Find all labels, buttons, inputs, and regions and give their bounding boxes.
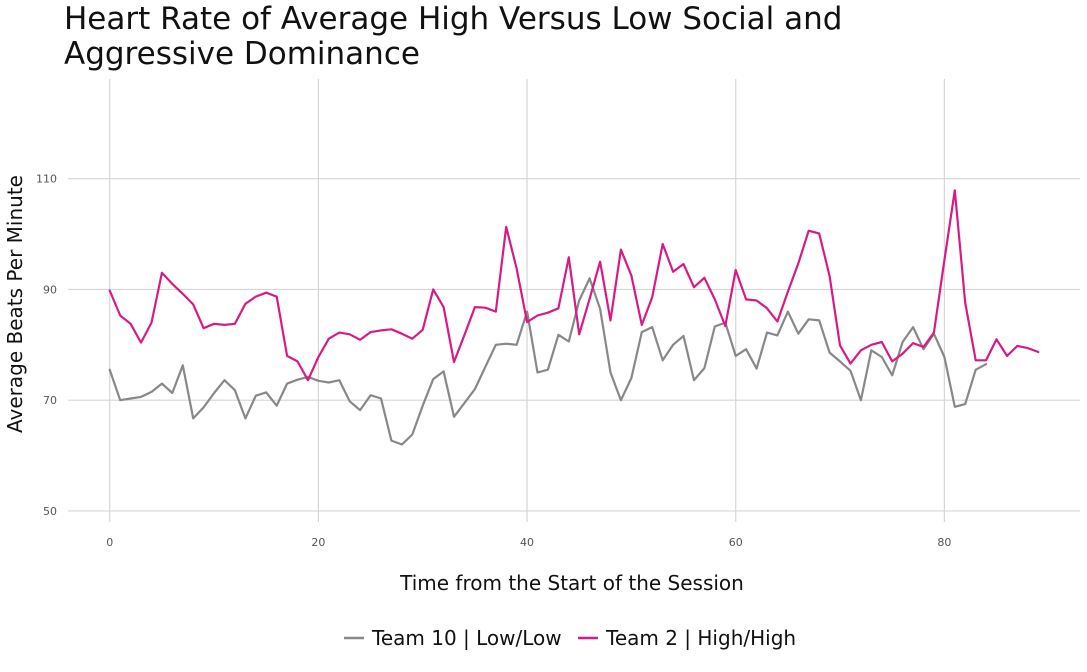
x-tick-label: 20 bbox=[311, 536, 325, 549]
x-tick-label: 0 bbox=[106, 536, 113, 549]
series-line-team-10 bbox=[108, 277, 988, 446]
y-tick-label: 50 bbox=[43, 505, 57, 518]
x-tick-label: 80 bbox=[937, 536, 951, 549]
x-tick-label: 40 bbox=[520, 536, 534, 549]
x-tick-label: 60 bbox=[729, 536, 743, 549]
legend: Team 10 | Low/Low Team 2 | High/High bbox=[344, 626, 796, 650]
legend-label-team-10: Team 10 | Low/Low bbox=[371, 626, 562, 650]
x-tick-labels: 0 20 40 60 80 bbox=[106, 536, 951, 549]
chart-title-line-2: Aggressive Dominance bbox=[64, 36, 420, 72]
series-lines bbox=[108, 189, 1040, 446]
series-line-team-2 bbox=[108, 189, 1040, 382]
y-tick-labels: 50 70 90 110 bbox=[36, 173, 57, 518]
y-tick-label: 110 bbox=[36, 173, 57, 186]
legend-label-team-2: Team 2 | High/High bbox=[605, 626, 796, 650]
y-axis-title: Average Beats Per Minute bbox=[3, 175, 27, 433]
y-tick-label: 90 bbox=[43, 283, 57, 296]
chart-title-line-1: Heart Rate of Average High Versus Low So… bbox=[64, 1, 842, 37]
x-axis-title: Time from the Start of the Session bbox=[399, 571, 744, 595]
y-tick-label: 70 bbox=[43, 394, 57, 407]
